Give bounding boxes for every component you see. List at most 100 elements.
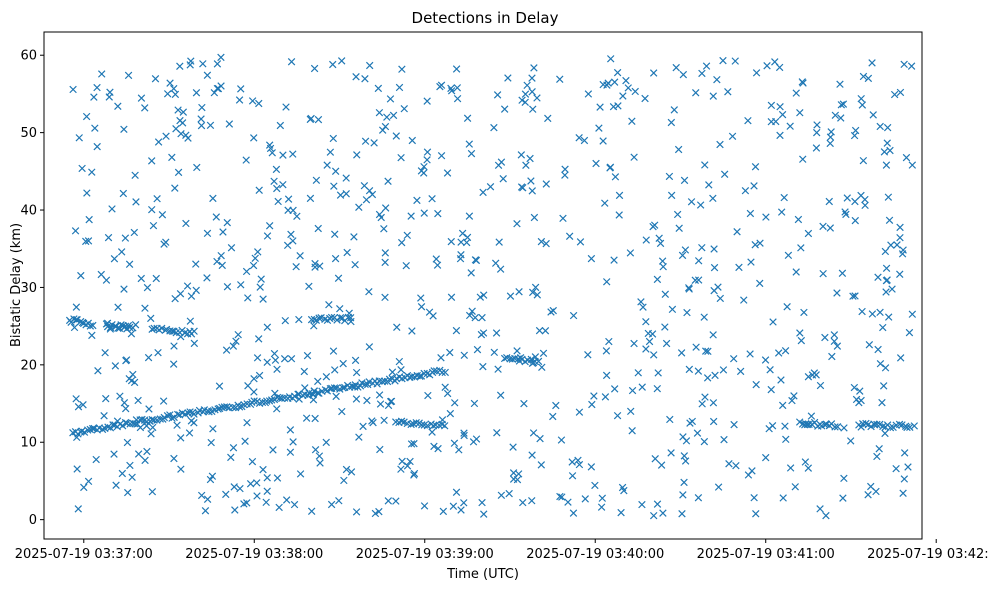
scatter-point (365, 343, 374, 351)
scatter-point (93, 142, 101, 151)
scatter-point (248, 97, 257, 105)
scatter-point (641, 94, 649, 103)
scatter-point (687, 198, 696, 206)
y-tick-label: 40 (20, 204, 37, 219)
scatter-point (429, 422, 438, 430)
scatter-point (780, 193, 788, 202)
scatter-point (873, 452, 881, 461)
scatter-point (744, 471, 753, 479)
scatter-point (804, 229, 813, 238)
scatter-point (148, 487, 157, 496)
scatter-point (229, 444, 238, 452)
scatter-point (882, 161, 891, 169)
scatter-point (478, 498, 486, 507)
scatter-point (654, 369, 662, 377)
scatter-point (82, 237, 90, 246)
scatter-point (235, 96, 244, 104)
scatter-point (880, 148, 889, 156)
scatter-point (528, 74, 536, 82)
scatter-point (219, 228, 227, 236)
scatter-point (334, 274, 343, 282)
scatter-point (331, 230, 339, 238)
scatter-point (325, 300, 333, 309)
scatter-point (517, 183, 526, 191)
scatter-point (574, 456, 582, 465)
scatter-point (417, 303, 426, 311)
scatter-point (307, 507, 316, 515)
scatter-point (147, 157, 156, 165)
scatter-point (518, 96, 526, 104)
scatter-point (883, 139, 891, 147)
scatter-point (673, 210, 682, 219)
scatter-point (170, 84, 178, 93)
scatter-point (896, 354, 905, 362)
scatter-point (493, 91, 502, 99)
scatter-point (273, 184, 281, 193)
scatter-point (725, 459, 733, 468)
scatter-point (896, 223, 904, 232)
scatter-point (500, 105, 509, 113)
scatter-point (316, 459, 324, 467)
scatter-point (295, 315, 303, 324)
scatter-point (828, 352, 836, 361)
scatter-point (397, 238, 406, 247)
scatter-point (881, 247, 890, 256)
scatter-point (336, 191, 345, 199)
scatter-point (262, 498, 270, 507)
scatter-point (552, 401, 560, 410)
scatter-point (471, 313, 479, 322)
scatter-point (393, 323, 401, 331)
scatter-point (150, 416, 158, 424)
scatter-point (720, 170, 729, 179)
scatter-point (343, 248, 351, 257)
scatter-point (199, 60, 207, 68)
scatter-point (213, 60, 222, 68)
scatter-point (752, 380, 760, 389)
scatter-point (813, 121, 821, 129)
scatter-point (265, 397, 274, 405)
scatter-point (420, 369, 428, 378)
scatter-point (361, 380, 369, 389)
scatter-point (870, 421, 879, 429)
scatter-point (75, 134, 83, 142)
scatter-point (176, 290, 185, 298)
scatter-point (91, 124, 99, 132)
scatter-point (569, 311, 578, 320)
scatter-point (339, 384, 347, 392)
scatter-point (627, 407, 635, 416)
scatter-point (716, 294, 725, 303)
scatter-point (628, 386, 637, 395)
scatter-point (821, 333, 829, 342)
scatter-point (756, 279, 764, 288)
scatter-point (131, 171, 139, 180)
scatter-point (162, 132, 170, 140)
scatter-point (253, 479, 261, 487)
scatter-point (289, 206, 297, 215)
scatter-point (637, 298, 645, 306)
scatter-point (528, 187, 536, 195)
scatter-point (696, 201, 705, 209)
scatter-point (862, 419, 870, 428)
scatter-point (851, 197, 859, 206)
scatter-point (895, 420, 904, 429)
scatter-point (407, 440, 416, 448)
scatter-point (412, 418, 420, 427)
scatter-point (452, 488, 461, 496)
scatter-point (121, 234, 130, 242)
scatter-point (296, 470, 305, 478)
scatter-point (667, 118, 676, 127)
scatter-point (263, 323, 272, 331)
scatter-point (508, 355, 517, 363)
scatter-point (222, 346, 231, 354)
scatter-point (176, 332, 185, 341)
scatter-point (342, 465, 351, 474)
scatter-point (692, 343, 700, 351)
scatter-point (280, 354, 289, 363)
scatter-point (293, 212, 301, 221)
scatter-point (513, 347, 521, 355)
scatter-point (599, 137, 607, 145)
scatter-point (533, 291, 542, 299)
scatter-point (693, 429, 702, 437)
scatter-point (254, 248, 262, 256)
scatter-point (556, 492, 564, 501)
